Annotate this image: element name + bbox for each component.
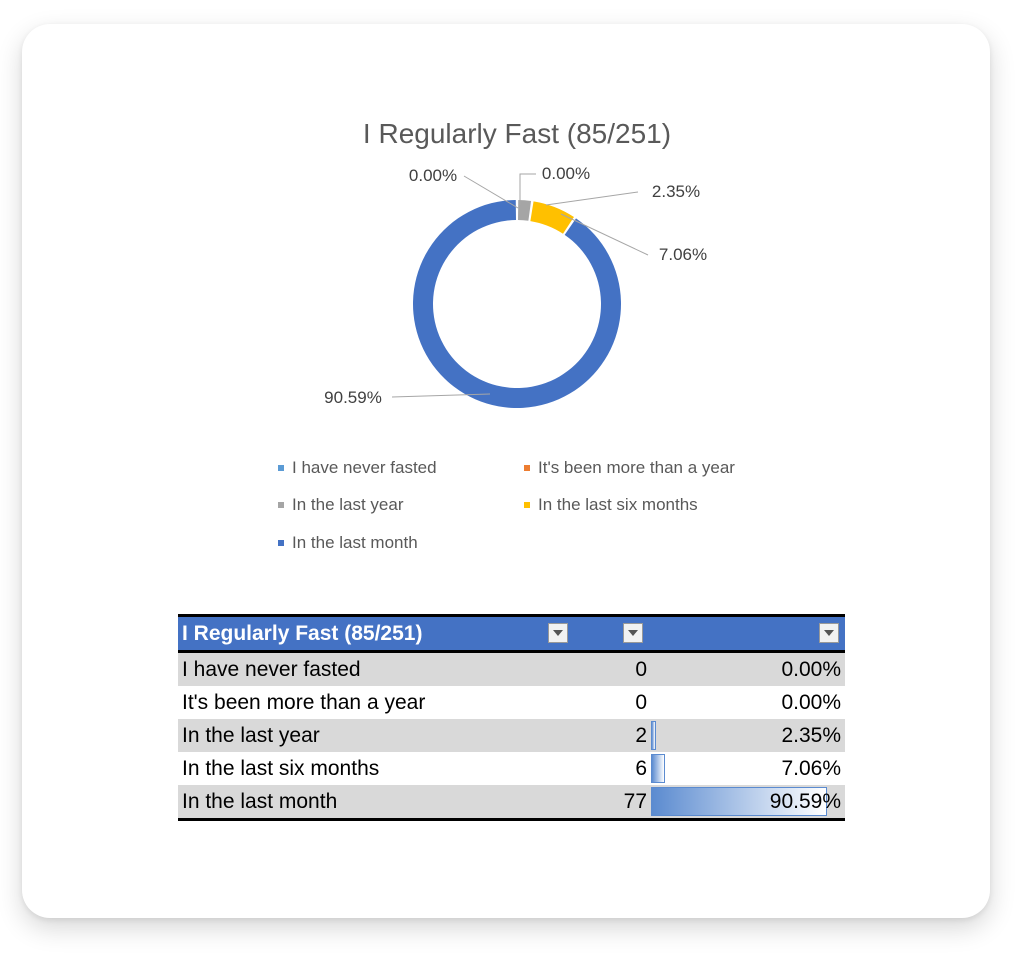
leader-line <box>463 175 519 209</box>
row-percent: 0.00% <box>781 690 841 714</box>
table-header-label-cell: I Regularly Fast (85/251) <box>178 614 583 653</box>
filter-dropdown-button[interactable] <box>548 623 568 643</box>
row-percent-cell: 2.35% <box>651 719 845 752</box>
donut-slice <box>518 200 532 221</box>
legend-item: In the last year <box>278 495 404 515</box>
data-bar <box>651 787 827 816</box>
filter-dropdown-button[interactable] <box>819 623 839 643</box>
chart-card <box>22 24 990 918</box>
legend-swatch <box>524 465 530 471</box>
row-percent: 2.35% <box>781 723 841 747</box>
row-label: In the last month <box>178 785 583 821</box>
row-percent-cell: 0.00% <box>651 686 845 719</box>
row-count: 2 <box>583 719 651 752</box>
legend-item: I have never fasted <box>278 458 437 478</box>
row-count: 6 <box>635 756 647 780</box>
table-header-count-cell <box>583 614 651 653</box>
donut-chart: I Regularly Fast (85/251) 0.00% 0.00% 2.35… <box>324 118 707 409</box>
donut-slice <box>530 201 574 234</box>
row-label: In the last six months <box>182 756 380 780</box>
row-label: In the last year <box>178 719 583 752</box>
table-header-row: I Regularly Fast (85/251) <box>178 614 845 653</box>
table-header-title: I Regularly Fast (85/251) <box>182 621 423 645</box>
table-row: In the last year 2 2.35% <box>178 719 845 752</box>
leader-line <box>545 191 639 206</box>
data-bar <box>651 721 656 750</box>
table-row: In the last six months 6 7.06% <box>178 752 845 785</box>
legend-label: It's been more than a year <box>538 458 735 477</box>
row-percent-cell: 7.06% <box>651 752 845 785</box>
data-table: I Regularly Fast (85/251) I have never f… <box>178 614 845 821</box>
row-percent: 90.59% <box>769 789 841 813</box>
row-percent: 0.00% <box>781 657 841 681</box>
data-label: 2.35% <box>652 182 700 201</box>
legend-swatch <box>278 502 284 508</box>
row-count: 0 <box>583 651 651 686</box>
data-label: 90.59% <box>324 388 382 407</box>
table-row: It's been more than a year 0 0.00% <box>178 686 845 719</box>
row-count: 77 <box>583 785 651 821</box>
legend-swatch <box>278 465 284 471</box>
chevron-down-icon <box>824 630 834 636</box>
legend-item: It's been more than a year <box>524 458 735 478</box>
data-label: 0.00% <box>409 166 457 185</box>
leader-line <box>391 393 491 398</box>
row-percent-cell: 0.00% <box>651 651 845 686</box>
table-row: In the last month 77 90.59% <box>178 785 845 821</box>
filter-dropdown-button[interactable] <box>623 623 643 643</box>
legend-item: In the last month <box>278 533 418 553</box>
data-label: 7.06% <box>659 245 707 264</box>
legend-item: In the last six months <box>524 495 698 515</box>
row-label: I have never fasted <box>178 651 583 686</box>
row-label: It's been more than a year <box>182 690 426 714</box>
chevron-down-icon <box>628 630 638 636</box>
legend-label: In the last month <box>292 533 418 552</box>
legend-label: In the last year <box>292 495 404 514</box>
row-percent: 7.06% <box>781 756 841 780</box>
legend-swatch <box>524 502 530 508</box>
leader-line <box>519 173 536 205</box>
legend-label: I have never fasted <box>292 458 437 477</box>
legend-swatch <box>278 540 284 546</box>
table-header-percent-cell <box>651 614 845 653</box>
row-percent-cell: 90.59% <box>651 785 845 821</box>
chart-title: I Regularly Fast (85/251) <box>363 118 671 149</box>
row-count: 0 <box>635 690 647 714</box>
data-label: 0.00% <box>542 164 590 183</box>
leader-line <box>560 213 649 256</box>
donut-slice <box>413 200 621 409</box>
legend-label: In the last six months <box>538 495 698 514</box>
chevron-down-icon <box>553 630 563 636</box>
table-row: I have never fasted 0 0.00% <box>178 651 845 686</box>
data-bar <box>651 754 665 783</box>
